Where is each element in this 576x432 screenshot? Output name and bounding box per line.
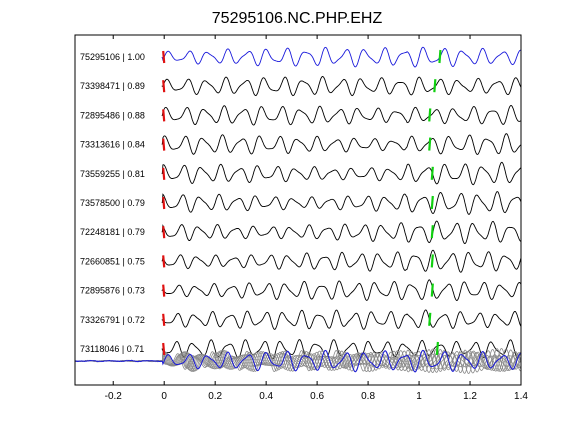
- trace-line: [161, 161, 522, 186]
- trace-line: [161, 133, 522, 155]
- trace-label-text: 72248181 | 0.79: [80, 227, 145, 237]
- x-tick-label: 0.6: [310, 391, 324, 402]
- s-pick-marker: [430, 283, 434, 297]
- trace-label-text: 73326791 | 0.72: [80, 315, 145, 325]
- trace-label-text: 73398471 | 0.89: [80, 81, 145, 91]
- s-pick-marker: [435, 341, 439, 356]
- trace-label-box: [76, 107, 158, 122]
- trace-label-text: 73118046 | 0.71: [80, 344, 144, 354]
- trace-line: [161, 191, 522, 215]
- trace-labels: 75295106 | 1.00 73398471 | 0.89 72895486 |…: [76, 49, 158, 356]
- trace-label-text: 73559255 | 0.81: [80, 169, 145, 179]
- trace-label-box: [76, 312, 158, 327]
- p-pick-marker: [162, 196, 166, 210]
- x-tick-label: 1: [416, 391, 422, 402]
- x-tick-label: 0.4: [259, 391, 273, 402]
- x-axis: -0.2 0 0.2 0.4 0.6 0.8 1 1.2 1.4: [105, 35, 528, 402]
- p-pick-marker: [162, 138, 166, 151]
- p-pick-marker: [162, 167, 166, 180]
- trace-label: 73313616 | 0.84: [76, 137, 158, 152]
- trace-label: 73559255 | 0.81: [76, 166, 158, 181]
- x-tick-label: 0: [161, 391, 167, 402]
- trace-label-text: 73578500 | 0.79: [80, 198, 145, 208]
- trace-line: [161, 279, 522, 302]
- trace-label: 73118046 | 0.71: [76, 341, 158, 356]
- p-pick-marker: [162, 80, 166, 93]
- trace-label-text: 72660851 | 0.75: [80, 256, 145, 266]
- p-pick-marker: [162, 342, 166, 356]
- trace-label: 72660851 | 0.75: [76, 253, 158, 268]
- trace-line: [161, 249, 522, 273]
- x-tick-label: 0.2: [208, 391, 222, 402]
- trace-label: 75295106 | 1.00: [76, 49, 158, 64]
- trace-line: [161, 309, 522, 330]
- trace-label-box: [76, 78, 158, 93]
- trace-label-box: [76, 137, 158, 152]
- trace-label-text: 73313616 | 0.84: [80, 140, 145, 150]
- s-pick-marker: [430, 195, 434, 210]
- trace-label: 73398471 | 0.89: [76, 78, 158, 93]
- p-pick-marker: [162, 284, 166, 297]
- trace-label-box: [76, 195, 158, 210]
- stack-trace-line: [74, 350, 522, 373]
- x-tick-label: -0.2: [105, 391, 123, 402]
- trace-label-box: [76, 224, 158, 239]
- chart-title: 75295106.NC.PHP.EHZ: [212, 10, 383, 27]
- trace-label-box: [76, 253, 158, 268]
- trace-label-text: 72895486 | 0.88: [80, 110, 145, 120]
- trace-line: [161, 76, 522, 97]
- p-pick-marker: [162, 255, 166, 268]
- p-pick-marker: [162, 226, 166, 239]
- trace-label-box: [76, 283, 158, 298]
- s-pick-marker: [433, 79, 437, 93]
- p-pick-marker: [162, 313, 166, 326]
- trace-label: 72895486 | 0.88: [76, 107, 158, 122]
- trace-line: [161, 105, 522, 126]
- p-pick-marker: [162, 50, 166, 64]
- plot-area-frame: [74, 34, 522, 386]
- traces-layer: [74, 46, 522, 374]
- p-pick-marker: [162, 109, 166, 122]
- trace-label-text: 75295106 | 1.00: [80, 52, 145, 62]
- s-pick-marker: [430, 254, 434, 268]
- x-tick-label: 0.8: [361, 391, 375, 402]
- s-pick-marker: [438, 49, 442, 64]
- trace-line: [161, 220, 522, 245]
- trace-line: [161, 46, 521, 68]
- trace-label: 73326791 | 0.72: [76, 312, 158, 327]
- s-pick-marker: [428, 108, 432, 122]
- trace-label: 72248181 | 0.79: [76, 224, 158, 239]
- trace-label: 72895876 | 0.73: [76, 283, 158, 298]
- trace-label: 73578500 | 0.79: [76, 195, 158, 210]
- s-pick-marker: [430, 166, 434, 180]
- x-tick-label: 1.2: [463, 391, 477, 402]
- pick-markers: [162, 49, 442, 356]
- s-pick-marker: [428, 137, 432, 151]
- stack-reference-line: [74, 349, 521, 373]
- x-tick-label: 1.4: [514, 391, 528, 402]
- trace-label-text: 72895876 | 0.73: [80, 286, 145, 296]
- trace-label-box: [76, 341, 158, 356]
- s-pick-marker: [428, 312, 432, 326]
- s-pick-marker: [430, 225, 434, 239]
- trace-label-box: [76, 166, 158, 181]
- trace-label-box: [76, 49, 158, 64]
